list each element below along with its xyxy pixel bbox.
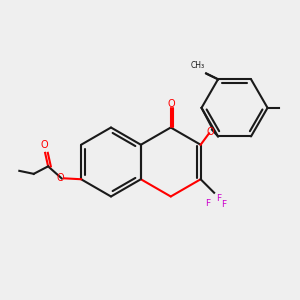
Text: CH₃: CH₃ — [190, 61, 205, 70]
Text: O: O — [168, 99, 176, 110]
Text: O: O — [41, 140, 48, 150]
Text: O: O — [206, 127, 214, 137]
Text: F: F — [221, 200, 226, 209]
Text: F: F — [216, 194, 221, 203]
Text: O: O — [56, 173, 64, 183]
Text: F: F — [206, 199, 211, 208]
